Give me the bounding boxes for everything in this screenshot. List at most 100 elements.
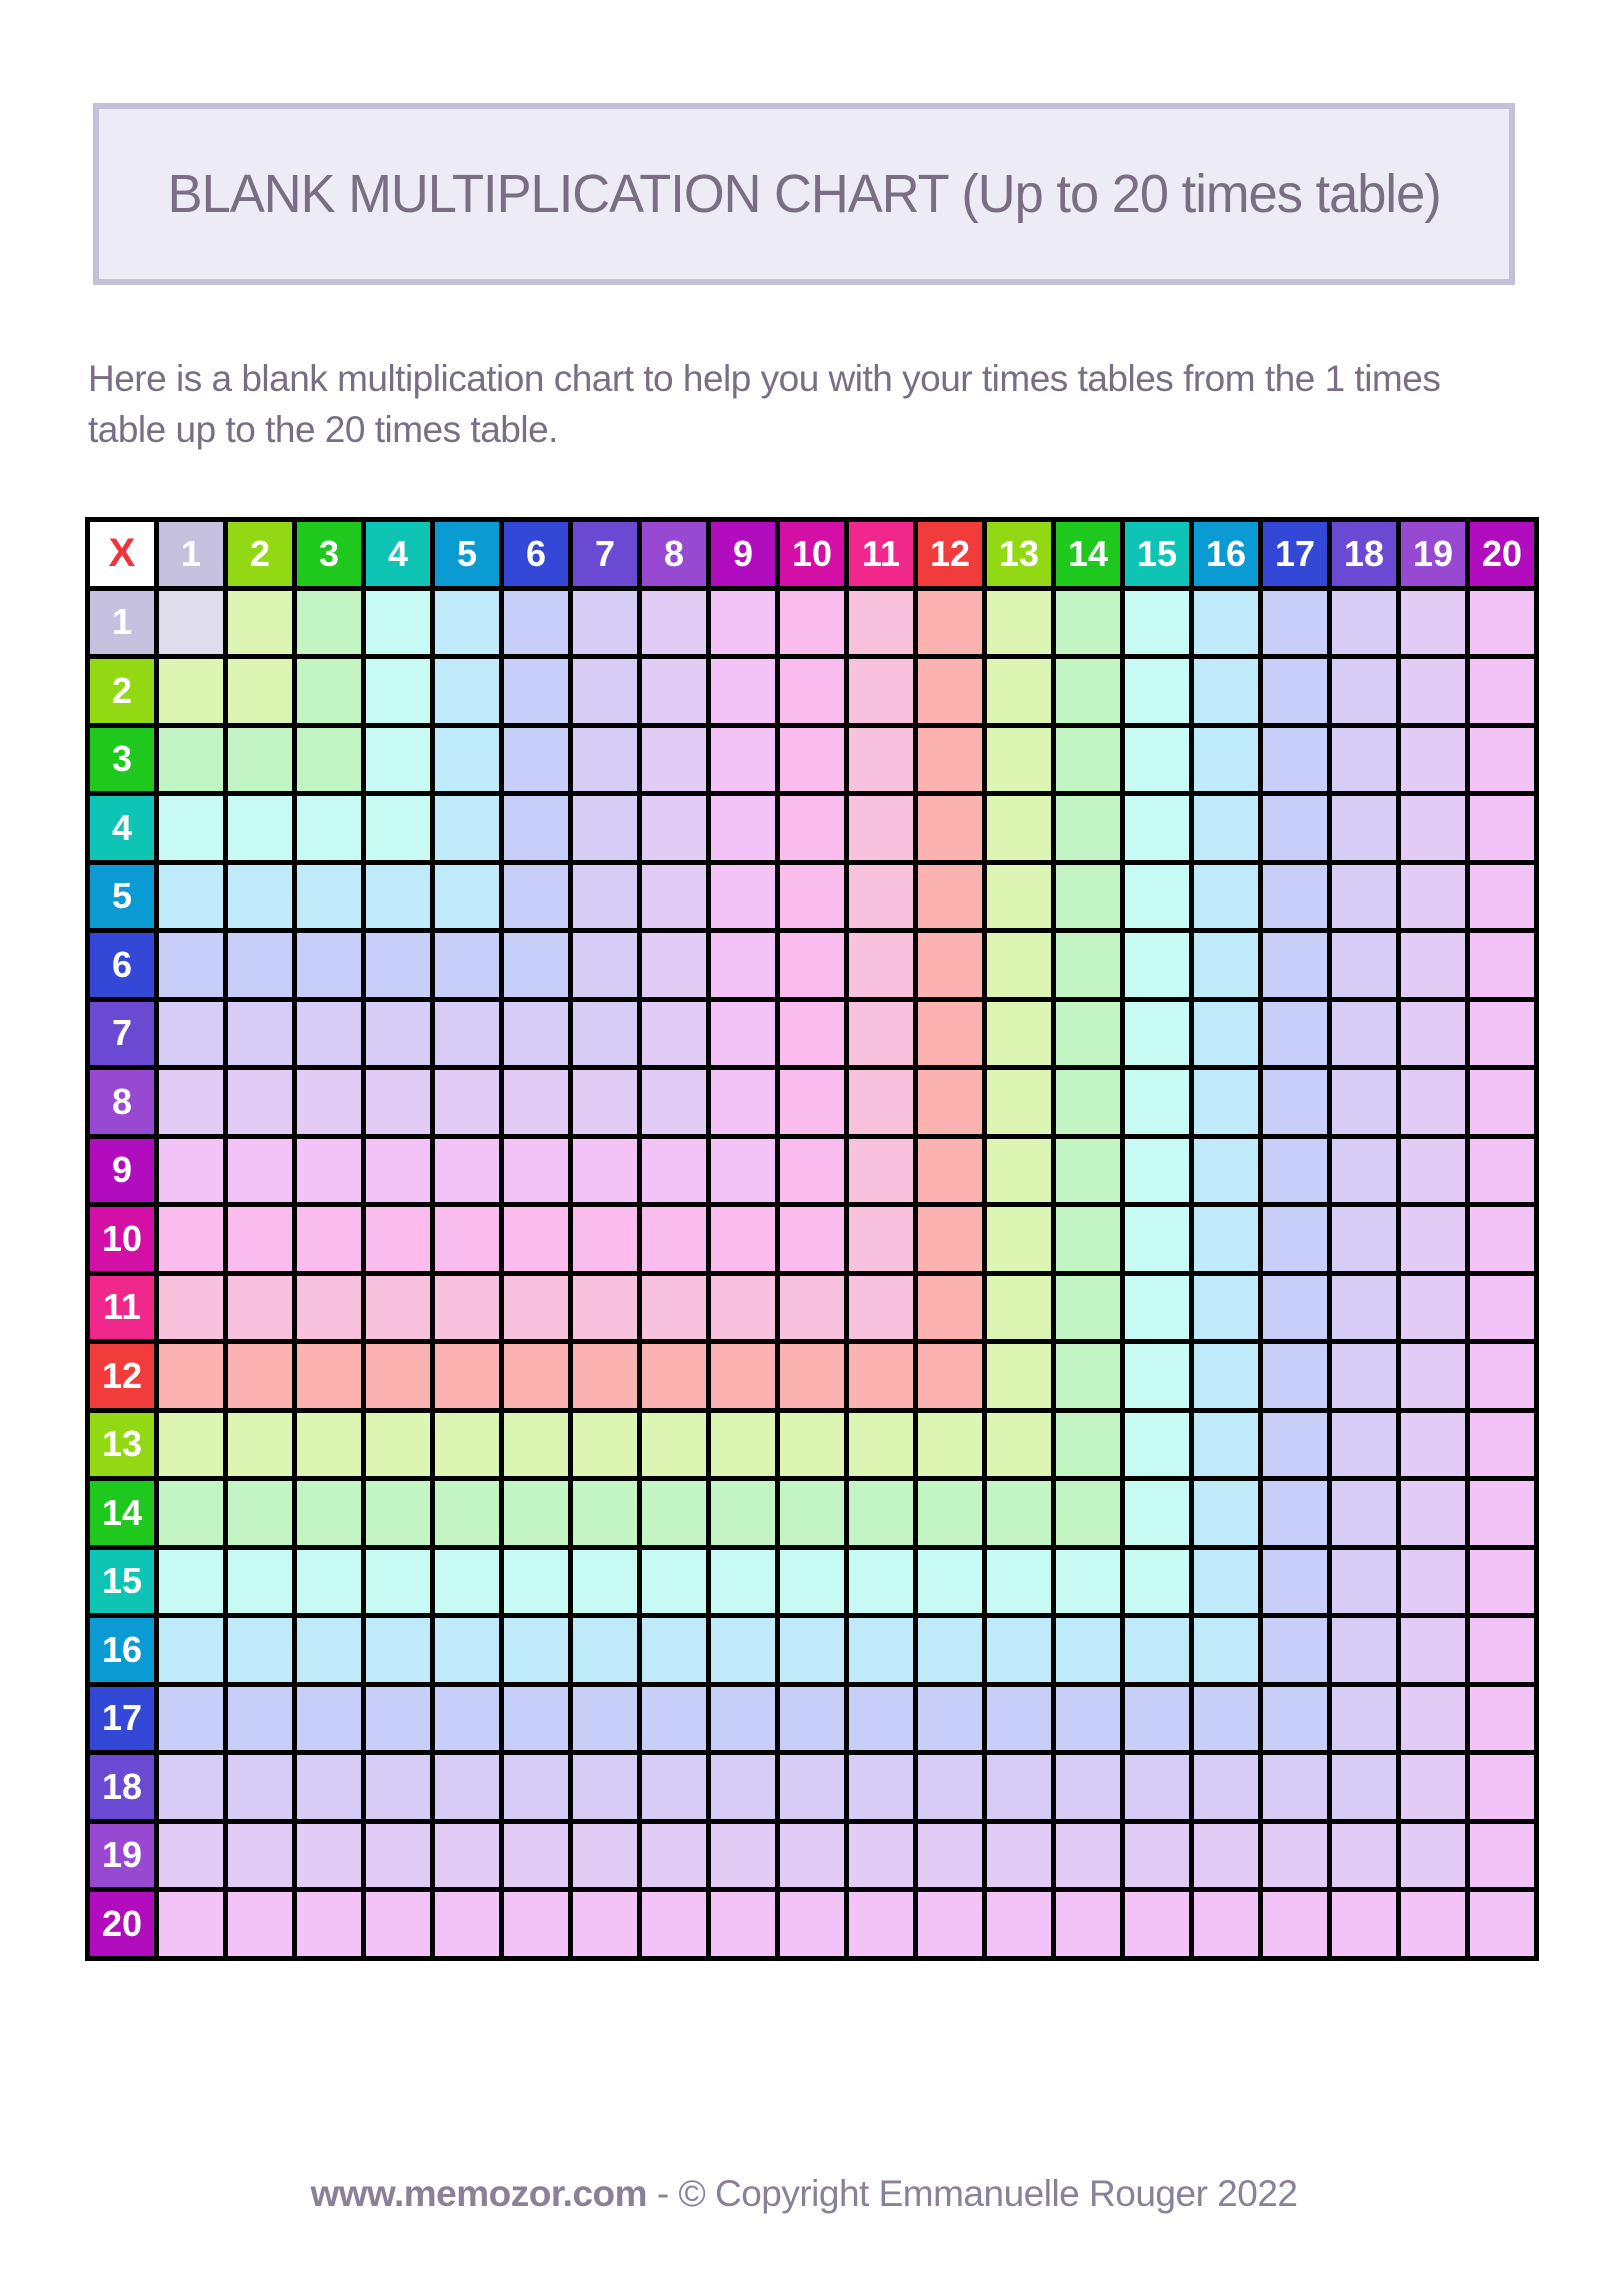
grid-cell xyxy=(1056,1207,1120,1271)
grid-cell xyxy=(573,1344,637,1408)
grid-cell xyxy=(918,864,982,929)
grid-cell xyxy=(159,1412,223,1477)
grid-cell xyxy=(504,1138,568,1203)
grid-cell xyxy=(642,1686,706,1751)
grid-cell xyxy=(435,864,499,929)
grid-cell xyxy=(1470,659,1534,723)
grid-cell xyxy=(366,933,430,997)
grid-cell xyxy=(1401,1207,1465,1271)
grid-cell xyxy=(228,1549,292,1614)
grid-cell xyxy=(1125,1686,1189,1751)
grid-cell xyxy=(435,1138,499,1203)
column-header-cell: 15 xyxy=(1125,522,1189,586)
row-header-cell: 4 xyxy=(90,796,154,860)
footer-site-text: www.memozor.com xyxy=(310,2172,648,2214)
grid-cell xyxy=(1263,590,1327,655)
grid-cell xyxy=(504,864,568,929)
column-header-cell: 14 xyxy=(1056,522,1120,586)
grid-cell xyxy=(1470,796,1534,860)
grid-cell xyxy=(228,727,292,792)
grid-cell xyxy=(1470,1070,1534,1134)
grid-cell xyxy=(159,659,223,723)
grid-cell xyxy=(711,1275,775,1340)
grid-cell xyxy=(1401,1070,1465,1134)
grid-cell xyxy=(228,864,292,929)
grid-cell xyxy=(1401,796,1465,860)
column-header-cell: 8 xyxy=(642,522,706,586)
grid-cell xyxy=(228,1755,292,1819)
grid-cell xyxy=(1263,933,1327,997)
grid-cell xyxy=(435,1344,499,1408)
grid-cell xyxy=(780,1823,844,1888)
grid-cell xyxy=(504,1481,568,1545)
grid-cell xyxy=(1194,659,1258,723)
grid-cell xyxy=(849,1549,913,1614)
grid-cell xyxy=(228,1686,292,1751)
grid-cell xyxy=(504,1001,568,1066)
grid-cell xyxy=(366,1755,430,1819)
grid-cell xyxy=(573,1412,637,1477)
grid-cell xyxy=(573,1207,637,1271)
grid-cell xyxy=(1056,864,1120,929)
grid-cell xyxy=(1194,1618,1258,1682)
grid-cell xyxy=(918,1823,982,1888)
grid-cell xyxy=(849,796,913,860)
grid-cell xyxy=(780,1892,844,1956)
grid-cell xyxy=(780,1138,844,1203)
grid-cell xyxy=(918,1686,982,1751)
grid-cell xyxy=(1332,1686,1396,1751)
grid-cell xyxy=(228,659,292,723)
grid-cell xyxy=(1332,590,1396,655)
grid-cell xyxy=(918,1412,982,1477)
grid-cell xyxy=(1263,864,1327,929)
grid-cell xyxy=(435,1001,499,1066)
grid-cell xyxy=(228,1823,292,1888)
grid-cell xyxy=(573,864,637,929)
grid-cell xyxy=(297,1344,361,1408)
grid-cell xyxy=(573,933,637,997)
grid-cell xyxy=(918,1138,982,1203)
grid-cell xyxy=(711,1892,775,1956)
grid-cell xyxy=(918,1001,982,1066)
grid-cell xyxy=(1401,1823,1465,1888)
grid-cell xyxy=(642,1618,706,1682)
grid-cell xyxy=(573,727,637,792)
grid-cell xyxy=(504,1892,568,1956)
grid-cell xyxy=(1194,590,1258,655)
row-header-cell: 17 xyxy=(90,1686,154,1751)
grid-cell xyxy=(1263,1823,1327,1888)
grid-cell xyxy=(1125,1070,1189,1134)
grid-cell xyxy=(366,727,430,792)
row-header-cell: 6 xyxy=(90,933,154,997)
grid-cell xyxy=(297,590,361,655)
grid-cell xyxy=(987,796,1051,860)
column-header-cell: 11 xyxy=(849,522,913,586)
grid-cell xyxy=(297,1001,361,1066)
row-header-cell: 19 xyxy=(90,1823,154,1888)
grid-cell xyxy=(1263,796,1327,860)
grid-cell xyxy=(780,659,844,723)
grid-cell xyxy=(780,1412,844,1477)
grid-cell xyxy=(504,1618,568,1682)
grid-cell xyxy=(1332,1823,1396,1888)
grid-cell xyxy=(918,1207,982,1271)
grid-cell xyxy=(711,1549,775,1614)
row-header-cell: 13 xyxy=(90,1412,154,1477)
grid-cell xyxy=(1401,1481,1465,1545)
grid-cell xyxy=(918,727,982,792)
grid-cell xyxy=(1263,1070,1327,1134)
grid-cell xyxy=(987,1549,1051,1614)
grid-cell xyxy=(849,1686,913,1751)
grid-cell xyxy=(1194,796,1258,860)
grid-cell xyxy=(987,1823,1051,1888)
grid-cell xyxy=(780,1070,844,1134)
grid-cell xyxy=(504,1823,568,1888)
grid-cell xyxy=(1332,1755,1396,1819)
row-header-cell: 10 xyxy=(90,1207,154,1271)
grid-cell xyxy=(1125,1618,1189,1682)
grid-cell xyxy=(1470,1549,1534,1614)
grid-cell xyxy=(711,933,775,997)
grid-cell xyxy=(159,590,223,655)
grid-cell xyxy=(573,1549,637,1614)
grid-cell xyxy=(1401,1275,1465,1340)
